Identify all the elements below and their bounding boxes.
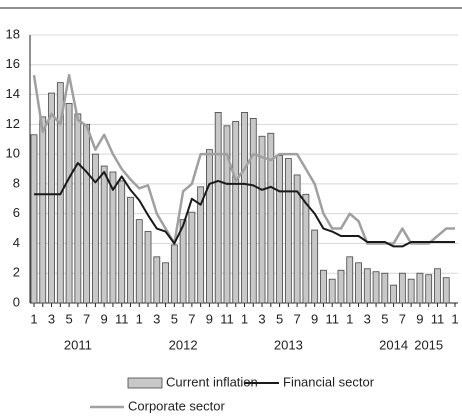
bar (153, 256, 161, 304)
x-tick-label: 1 (30, 311, 37, 326)
x-tick-label: 3 (364, 311, 371, 326)
bar (223, 125, 231, 304)
y-tick-label: 14 (6, 86, 20, 101)
x-tick-label: 1 (136, 311, 143, 326)
x-tick-label: 11 (220, 311, 234, 326)
bar (170, 244, 178, 304)
bar (48, 92, 55, 304)
legend-label: Financial sector (283, 374, 375, 389)
x-tick-label: 5 (381, 311, 388, 326)
bar (65, 103, 73, 304)
year-label: 2014 (379, 337, 408, 352)
bar (346, 256, 354, 304)
bar (206, 149, 213, 304)
bar (398, 272, 406, 304)
bar (390, 284, 398, 304)
bar (135, 219, 143, 304)
x-tick-label: 11 (325, 311, 339, 326)
x-tick-label: 9 (416, 311, 423, 326)
x-tick-label: 7 (188, 311, 195, 326)
bar (434, 268, 441, 304)
y-tick-label: 6 (13, 205, 20, 220)
x-tick-label: 3 (48, 311, 55, 326)
y-tick-label: 12 (6, 116, 20, 131)
y-tick-label: 0 (13, 294, 20, 309)
legend-swatch (127, 377, 163, 389)
x-tick-label: 7 (294, 311, 301, 326)
bar (258, 135, 266, 304)
bar (100, 165, 108, 304)
bar (91, 153, 99, 304)
bar (328, 278, 336, 304)
bar (249, 117, 257, 304)
bar (83, 123, 91, 304)
bar (118, 180, 126, 304)
bar (197, 186, 205, 304)
bar (214, 112, 222, 304)
bar (363, 268, 371, 304)
bar (267, 132, 275, 304)
bar (30, 134, 38, 304)
bar (407, 278, 415, 304)
x-tick-label: 7 (399, 311, 406, 326)
bar (109, 171, 117, 304)
year-label: 2015 (414, 337, 443, 352)
y-tick-label: 16 (6, 56, 20, 71)
x-tick-label: 3 (153, 311, 160, 326)
x-tick-label: 11 (431, 311, 445, 326)
bar (144, 231, 152, 304)
bar (320, 269, 327, 304)
x-tick-label: 5 (65, 311, 72, 326)
bar (355, 262, 362, 304)
x-tick-label: 1 (346, 311, 353, 326)
bar (188, 211, 196, 304)
bar (127, 196, 134, 304)
x-tick-label: 5 (276, 311, 283, 326)
x-tick-label: 7 (83, 311, 90, 326)
x-tick-label: 1 (241, 311, 248, 326)
bar (74, 113, 82, 304)
bar (442, 277, 450, 304)
x-tick-label: 11 (115, 311, 129, 326)
line (32, 73, 455, 245)
legend-label: Corporate sector (128, 398, 225, 413)
bar (162, 262, 169, 304)
y-tick-label: 8 (13, 175, 20, 190)
bar (337, 269, 345, 304)
bar (179, 219, 187, 304)
bar (425, 274, 433, 304)
bar (232, 120, 240, 304)
y-tick-label: 18 (6, 26, 20, 41)
y-tick-label: 10 (6, 146, 20, 161)
x-tick-label: 9 (101, 311, 108, 326)
bar (284, 158, 292, 304)
y-tick-label: 4 (13, 235, 20, 250)
x-tick-label: 3 (258, 311, 265, 326)
bar (416, 272, 424, 304)
legend-label: Current inflation (166, 374, 258, 389)
year-label: 2012 (169, 337, 198, 352)
line (34, 162, 455, 248)
bar (372, 271, 380, 304)
bar (293, 174, 301, 304)
bar (381, 272, 389, 304)
y-tick-label: 2 (13, 265, 20, 280)
year-label: 2013 (274, 337, 303, 352)
bar (311, 229, 319, 304)
x-tick-label: 5 (171, 311, 178, 326)
bar (241, 112, 248, 304)
bar (276, 155, 283, 304)
x-tick-label: 1 (451, 311, 458, 326)
year-label: 2011 (64, 337, 92, 352)
bar (302, 193, 310, 304)
x-tick-label: 9 (206, 311, 213, 326)
bar (39, 116, 47, 304)
x-tick-label: 9 (311, 311, 318, 326)
